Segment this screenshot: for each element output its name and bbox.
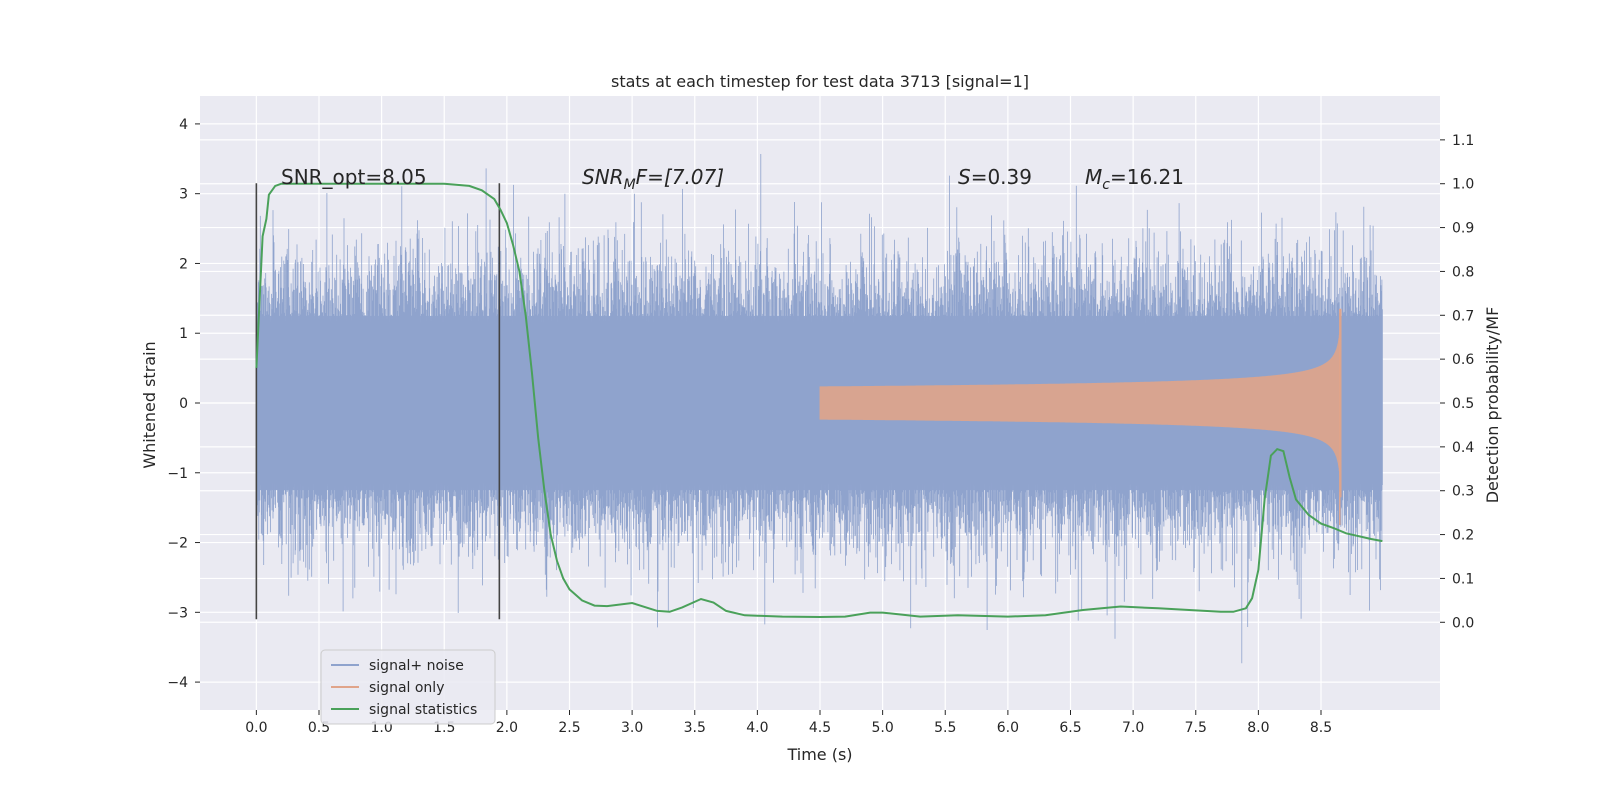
right-tick-label: 0.1	[1452, 571, 1474, 587]
signal-only-series	[819, 308, 1342, 526]
annotation-snr-mf: SNRMF=[7.07]	[582, 165, 724, 193]
x-tick-label: 3.0	[621, 720, 643, 736]
y-axis-ticks: 4 3 2 1 0 −1 −2 −3 −4	[167, 117, 200, 691]
y-tick-label: 2	[179, 256, 188, 272]
y-tick-label: −1	[167, 466, 188, 482]
right-tick-label: 0.4	[1452, 440, 1474, 456]
x-tick-label: 8.0	[1247, 720, 1269, 736]
x-tick-label: 5.5	[934, 720, 956, 736]
x-tick-label: 6.5	[1059, 720, 1081, 736]
legend-label-signal-only: signal only	[369, 680, 444, 696]
x-axis-label: Time (s)	[786, 745, 852, 764]
annotation-snr-mf-rest: F=[7.07]	[636, 165, 724, 189]
signal-statistics-series	[255, 182, 1383, 619]
annotation-mc: Mc=16.21	[1085, 165, 1184, 193]
right-tick-label: 0.5	[1452, 396, 1474, 412]
right-axis-label: Detection probability/MF	[1483, 307, 1502, 504]
legend-box	[320, 649, 496, 725]
x-tick-label: 0.0	[245, 720, 267, 736]
x-tick-label: 7.5	[1185, 720, 1207, 736]
y-tick-label: 0	[179, 396, 188, 412]
x-tick-label: 2.5	[558, 720, 580, 736]
y-tick-label: −4	[167, 675, 188, 691]
right-tick-label: 0.0	[1452, 615, 1474, 631]
right-tick-label: 0.7	[1452, 308, 1474, 324]
legend: signal+ noise signal only signal statist…	[320, 649, 496, 725]
right-tick-label: 0.2	[1452, 528, 1474, 544]
annotation-snr-mf-main: SNR	[582, 165, 624, 189]
annotation-mc-value: =16.21	[1110, 165, 1184, 189]
right-tick-label: 0.6	[1452, 352, 1474, 368]
x-tick-label: 7.0	[1122, 720, 1144, 736]
x-tick-label: 3.5	[684, 720, 706, 736]
right-tick-label: 1.1	[1452, 133, 1474, 149]
annotation-mc-sub: c	[1102, 177, 1110, 193]
x-tick-label: 4.5	[809, 720, 831, 736]
x-tick-label: 8.5	[1310, 720, 1332, 736]
x-tick-label: 5.0	[871, 720, 893, 736]
x-tick-label: 2.0	[496, 720, 518, 736]
y-tick-label: −2	[167, 536, 188, 552]
right-tick-label: 0.9	[1452, 221, 1474, 237]
annotation-s: S=0.39	[958, 165, 1032, 189]
right-tick-label: 1.0	[1452, 177, 1474, 193]
signal-statistics-line	[255, 182, 1383, 619]
legend-label-signal-noise: signal+ noise	[369, 658, 464, 674]
right-axis-ticks: 1.1 1.0 0.9 0.8 0.7 0.6 0.5 0.4 0.3 0.2 0.1 0.0	[1440, 133, 1474, 631]
signal-only-trace	[819, 308, 1342, 498]
chart-title: stats at each timestep for test data 371…	[611, 72, 1029, 91]
annotation-snr-opt: SNR_opt=8.05	[281, 165, 427, 189]
annotation-s-value: =0.39	[971, 165, 1032, 189]
right-tick-label: 0.8	[1452, 264, 1474, 280]
y-tick-label: 4	[179, 117, 188, 133]
y-axis-label: Whitened strain	[140, 341, 159, 468]
x-tick-label: 6.0	[997, 720, 1019, 736]
annotation-mc-symbol: M	[1085, 165, 1102, 189]
y-tick-label: 1	[179, 326, 188, 342]
x-axis-ticks: 0.0 0.5 1.0 1.5 2.0 2.5 3.0 3.5 4.0 4.5 5.0 5.5 6.0 6…	[245, 710, 1332, 736]
legend-label-signal-statistics: signal statistics	[369, 702, 477, 718]
y-tick-label: −3	[167, 605, 188, 621]
annotation-s-symbol: S	[958, 165, 971, 189]
vertical-markers	[255, 183, 501, 620]
x-tick-label: 4.0	[746, 720, 768, 736]
right-tick-label: 0.3	[1452, 484, 1474, 500]
y-tick-label: 3	[179, 187, 188, 203]
annotation-snr-mf-sub: M	[624, 177, 636, 193]
